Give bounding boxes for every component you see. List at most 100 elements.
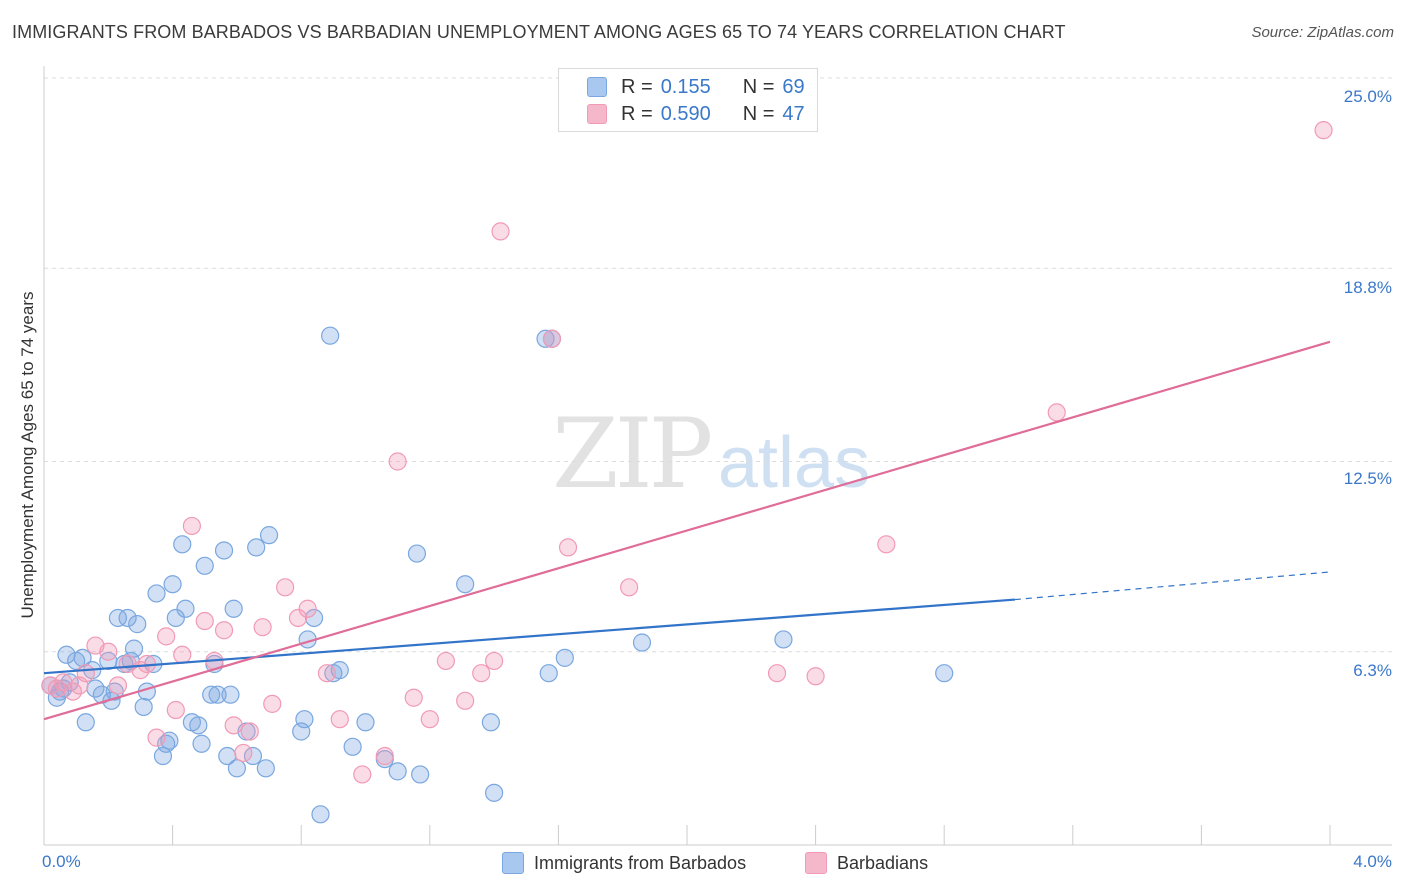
legend-item-barbadians[interactable]: Barbadians [805, 852, 928, 874]
immigrants-point [157, 734, 176, 753]
immigrants-point [208, 685, 227, 704]
barbadians-point [173, 645, 192, 664]
barbadians-point [404, 688, 423, 707]
barbadians-point [317, 664, 337, 683]
immigrants-point [147, 584, 166, 603]
immigrants-point [247, 538, 266, 557]
barbadians-point [166, 700, 185, 720]
barbadians-point [353, 765, 372, 784]
r-value: 0.590 [660, 102, 711, 125]
barbadians-point [1314, 121, 1333, 140]
barbadians-point [276, 578, 295, 597]
y-tick-label-25: 25.0% [1343, 87, 1392, 106]
immigrants-point [134, 697, 153, 717]
barbadians-point [288, 608, 308, 628]
immigrants-point [163, 575, 182, 594]
x-tick-label-max: 4.0% [1353, 852, 1392, 871]
immigrants-point [259, 526, 279, 545]
immigrants-point [555, 648, 574, 667]
r-value: 0.155 [660, 75, 711, 98]
barbadians-point [558, 538, 578, 557]
immigrants-point [481, 713, 500, 732]
immigrants-point [774, 630, 793, 649]
immigrants-point [411, 765, 430, 784]
immigrants-point [632, 633, 652, 652]
barbadians-point [182, 516, 201, 536]
barbadians-point [330, 710, 349, 729]
immigrants-trend-extension [1014, 571, 1331, 601]
immigrants-point [128, 615, 147, 634]
immigrants-point [224, 599, 243, 618]
legend-label: Barbadians [837, 852, 929, 873]
n-label: N = [742, 75, 775, 98]
immigrants-trend-line [43, 598, 1016, 675]
immigrants-point [202, 685, 221, 704]
legend-item-immigrants[interactable]: Immigrants from Barbados [502, 852, 746, 874]
immigrants-point [388, 762, 407, 781]
immigrants-point [195, 556, 214, 575]
immigrants-point [295, 710, 314, 729]
x-tick-label-min: 0.0% [42, 852, 81, 871]
immigrants-point [108, 608, 128, 628]
barbadians-point [375, 746, 394, 766]
immigrants-point [124, 639, 144, 658]
barbadians-point [767, 664, 787, 683]
barbadians-point [240, 722, 259, 741]
barbadians-trend-line [43, 340, 1331, 721]
watermark-zip: ZIP [552, 398, 713, 510]
watermark-atlas: atlas [718, 423, 871, 503]
immigrants-point [304, 608, 324, 628]
y-tick-label-12-5: 12.5% [1343, 469, 1392, 488]
immigrants-point [343, 737, 362, 756]
immigrants-point [536, 329, 555, 348]
r-label: R = [621, 75, 653, 98]
barbadians-point [108, 676, 128, 695]
immigrants-point [321, 326, 340, 345]
legend-label: Immigrants from Barbados [534, 852, 747, 873]
immigrants-point [192, 734, 211, 753]
immigrants-point [76, 713, 95, 732]
barbadians-point [147, 728, 166, 747]
blue-swatch [502, 852, 524, 874]
immigrants-point [256, 759, 275, 778]
barbadians-point [542, 329, 562, 348]
r-label: R = [621, 102, 653, 125]
barbadians-point [263, 694, 282, 713]
blue-swatch [587, 77, 607, 97]
immigrants-point [221, 685, 240, 704]
barbadians-point [234, 743, 253, 763]
barbadians-point [253, 618, 272, 637]
barbadians-point [99, 642, 118, 661]
barbadians-point [877, 535, 896, 554]
pink-swatch [587, 104, 607, 124]
source-label: Source: ZipAtlas.com [1251, 24, 1394, 41]
barbadians-point [485, 651, 504, 671]
immigrants-point [166, 608, 185, 628]
y-axis-label: Unemployment Among Ages 65 to 74 years [18, 291, 37, 619]
barbadians-point [1047, 403, 1066, 422]
barbadians-point [620, 578, 639, 597]
barbadians-point [420, 710, 439, 729]
barbadians-point [195, 611, 214, 631]
immigrants-point [539, 664, 558, 683]
pink-swatch [805, 852, 827, 874]
barbadians-point [806, 667, 825, 686]
immigrants-point [176, 599, 195, 618]
immigrants-point [456, 575, 475, 594]
immigrants-point [356, 713, 375, 732]
immigrants-point [311, 805, 330, 824]
immigrants-point [118, 608, 137, 628]
barbadians-point [298, 599, 317, 618]
immigrants-point [73, 648, 92, 667]
barbadians-point [436, 651, 455, 671]
immigrants-point [189, 716, 208, 735]
barbadians-point [388, 452, 407, 471]
n-value: 69 [782, 75, 805, 98]
barbadians-point [472, 664, 491, 683]
n-value: 47 [782, 102, 805, 125]
barbadians-point [157, 627, 176, 646]
immigrants-point [173, 535, 192, 554]
immigrants-point [935, 664, 954, 683]
y-tick-label-18-8: 18.8% [1343, 278, 1392, 297]
